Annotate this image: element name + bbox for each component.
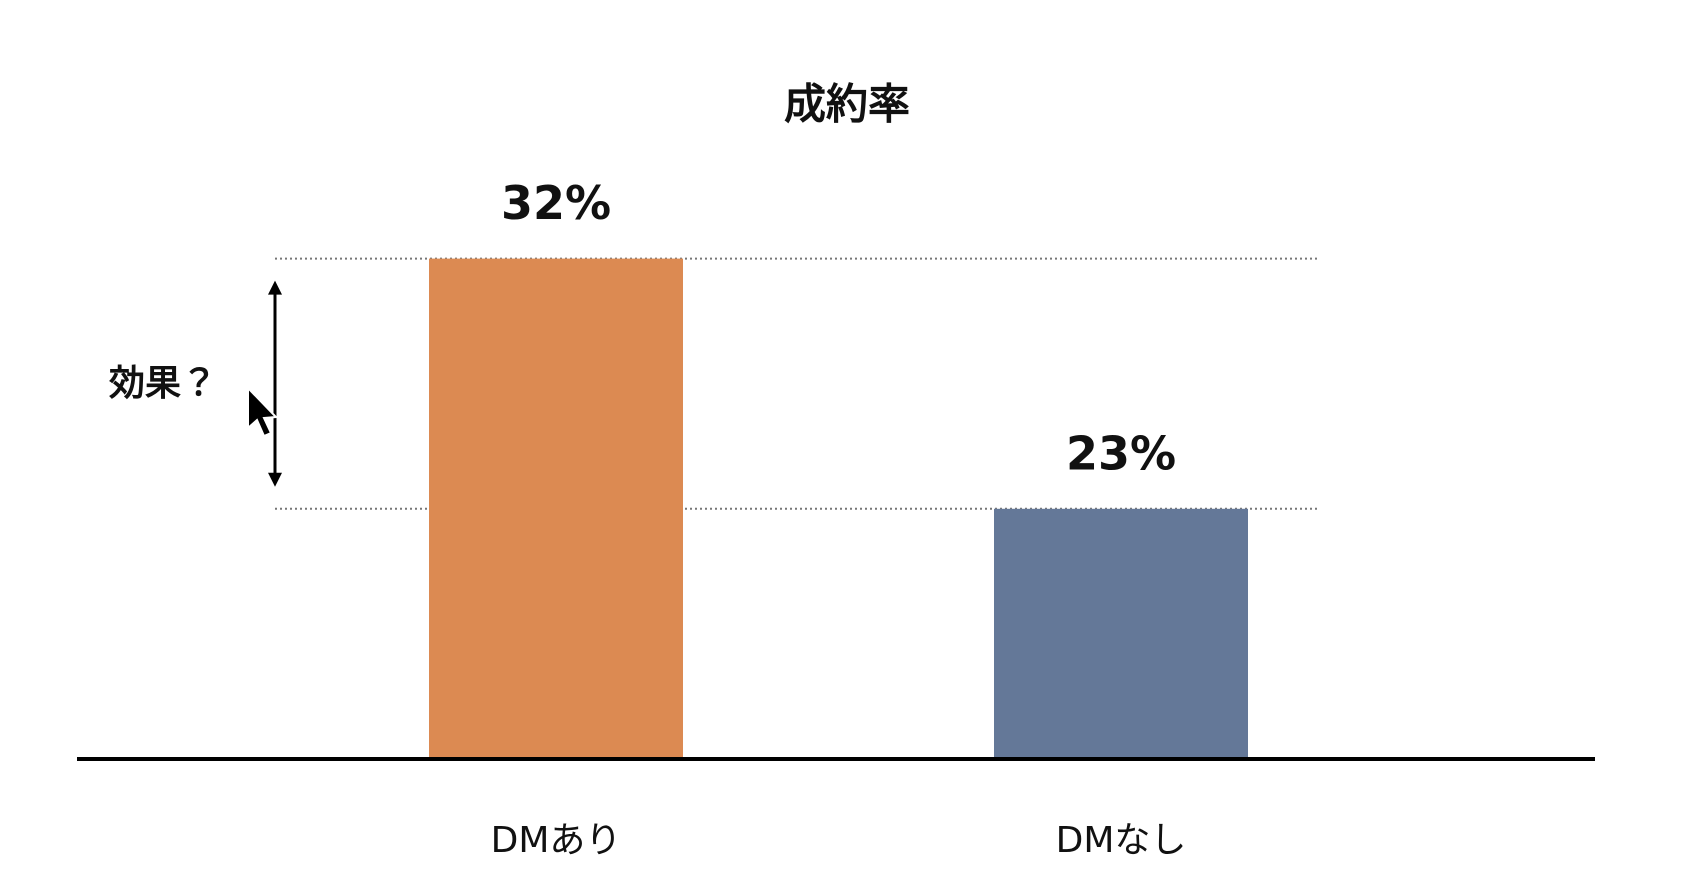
- bar: [429, 258, 683, 759]
- chart-title: 成約率: [784, 80, 910, 129]
- value-label: 23%: [1066, 426, 1176, 480]
- value-label: 32%: [501, 176, 611, 230]
- mouse-cursor: [247, 385, 279, 438]
- x-tick-label: DMあり: [491, 820, 622, 861]
- x-tick-label: DMなし: [1056, 820, 1187, 861]
- arrow-head: [268, 280, 282, 295]
- annotation: 効果？: [109, 363, 217, 404]
- bar: [994, 508, 1248, 759]
- plot-area: 32% DMあり 23% DMなし: [268, 176, 1320, 861]
- arrow-head: [268, 472, 282, 487]
